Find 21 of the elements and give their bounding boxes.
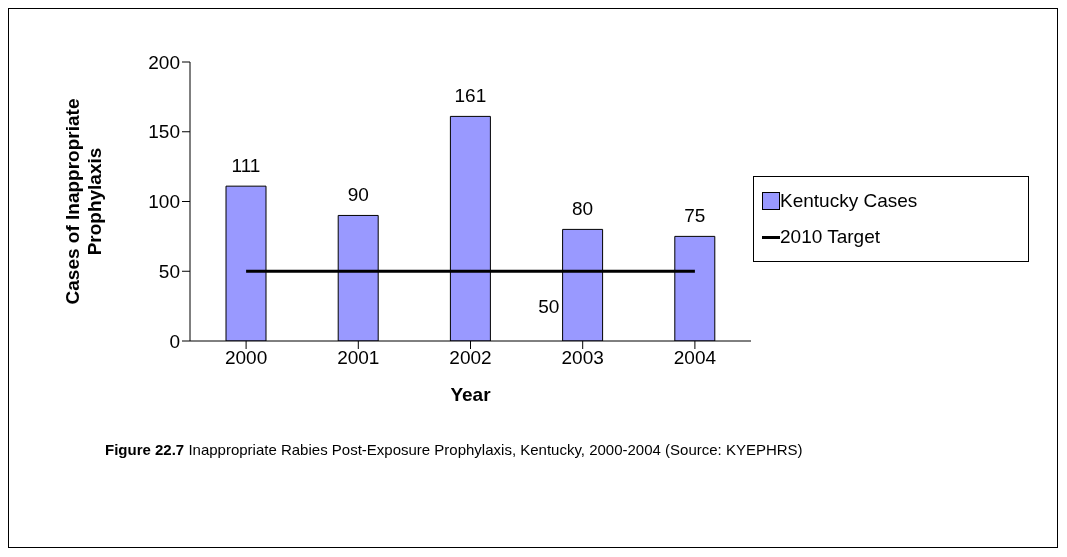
data-label: 161 [454,85,487,107]
y-tick-label: 100 [148,191,180,213]
data-label: 50 [538,296,560,318]
y-tick-label: 50 [158,260,180,282]
y-tick-label: 200 [148,51,180,73]
y-tick-label: 150 [148,121,180,143]
x-tick-label: 2004 [673,347,717,369]
legend-label: 2010 Target [780,225,881,249]
x-tick-label: 2003 [561,347,604,369]
data-label: 111 [231,155,261,177]
y-tick-label: 0 [169,330,180,352]
caption: Figure 22.7 Inappropriate Rabies Post-Exposure Prophylaxis, Kentucky, 2000-2004 (Source: KYEPHRS) [105,440,804,460]
x-axis-title: Year [450,384,492,405]
x-tick-label: 2000 [224,347,268,369]
x-tick-label: 2001 [337,347,380,369]
legend-label: Kentucky Cases [780,189,918,213]
data-label: 80 [572,198,594,220]
y-axis-title: Cases of Inappropriate Prophylaxis [62,98,105,305]
data-label: 75 [684,205,706,227]
data-label: 90 [347,184,369,206]
x-tick-label: 2002 [449,347,492,369]
